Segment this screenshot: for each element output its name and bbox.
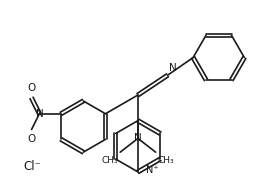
Text: CH₃: CH₃ [158,156,174,165]
Text: O: O [27,83,36,93]
Text: Cl⁻: Cl⁻ [23,160,41,174]
Text: N: N [169,63,177,73]
Text: N: N [134,133,142,143]
Text: N: N [36,109,43,119]
Text: N⁺: N⁺ [146,165,158,175]
Text: CH₃: CH₃ [102,156,118,165]
Text: O: O [27,135,36,144]
